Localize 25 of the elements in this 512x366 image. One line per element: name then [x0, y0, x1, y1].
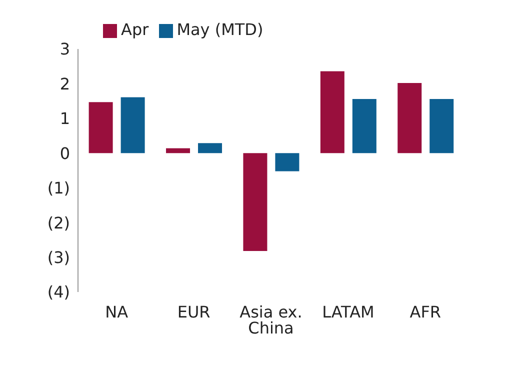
bar: [430, 98, 454, 154]
y-tick-label: (2): [47, 213, 70, 232]
legend-label: Apr: [121, 20, 149, 39]
bar: [243, 153, 268, 252]
y-tick-label: 0: [60, 144, 70, 163]
x-tick-label: NA: [105, 302, 128, 322]
bar: [166, 148, 190, 154]
y-tick-label: (4): [47, 282, 70, 302]
x-tick-label: EUR: [177, 302, 210, 322]
legend-label: May (MTD): [176, 20, 264, 39]
x-tick-label: Asia ex. China: [240, 302, 302, 338]
y-tick-label: 3: [60, 40, 70, 59]
bar: [275, 153, 300, 172]
y-tick-label: 2: [60, 74, 70, 94]
bar: [352, 98, 376, 154]
x-tick-label: AFR: [410, 302, 442, 322]
bar: [398, 83, 422, 154]
y-tick-label: 1: [60, 109, 70, 128]
bar: [198, 143, 222, 154]
bar: [320, 71, 344, 154]
y-tick-label: (3): [47, 248, 70, 267]
bar: [120, 97, 145, 154]
bar: [88, 102, 113, 154]
y-tick-label: (1): [47, 178, 70, 198]
x-tick-label: LATAM: [322, 302, 374, 322]
